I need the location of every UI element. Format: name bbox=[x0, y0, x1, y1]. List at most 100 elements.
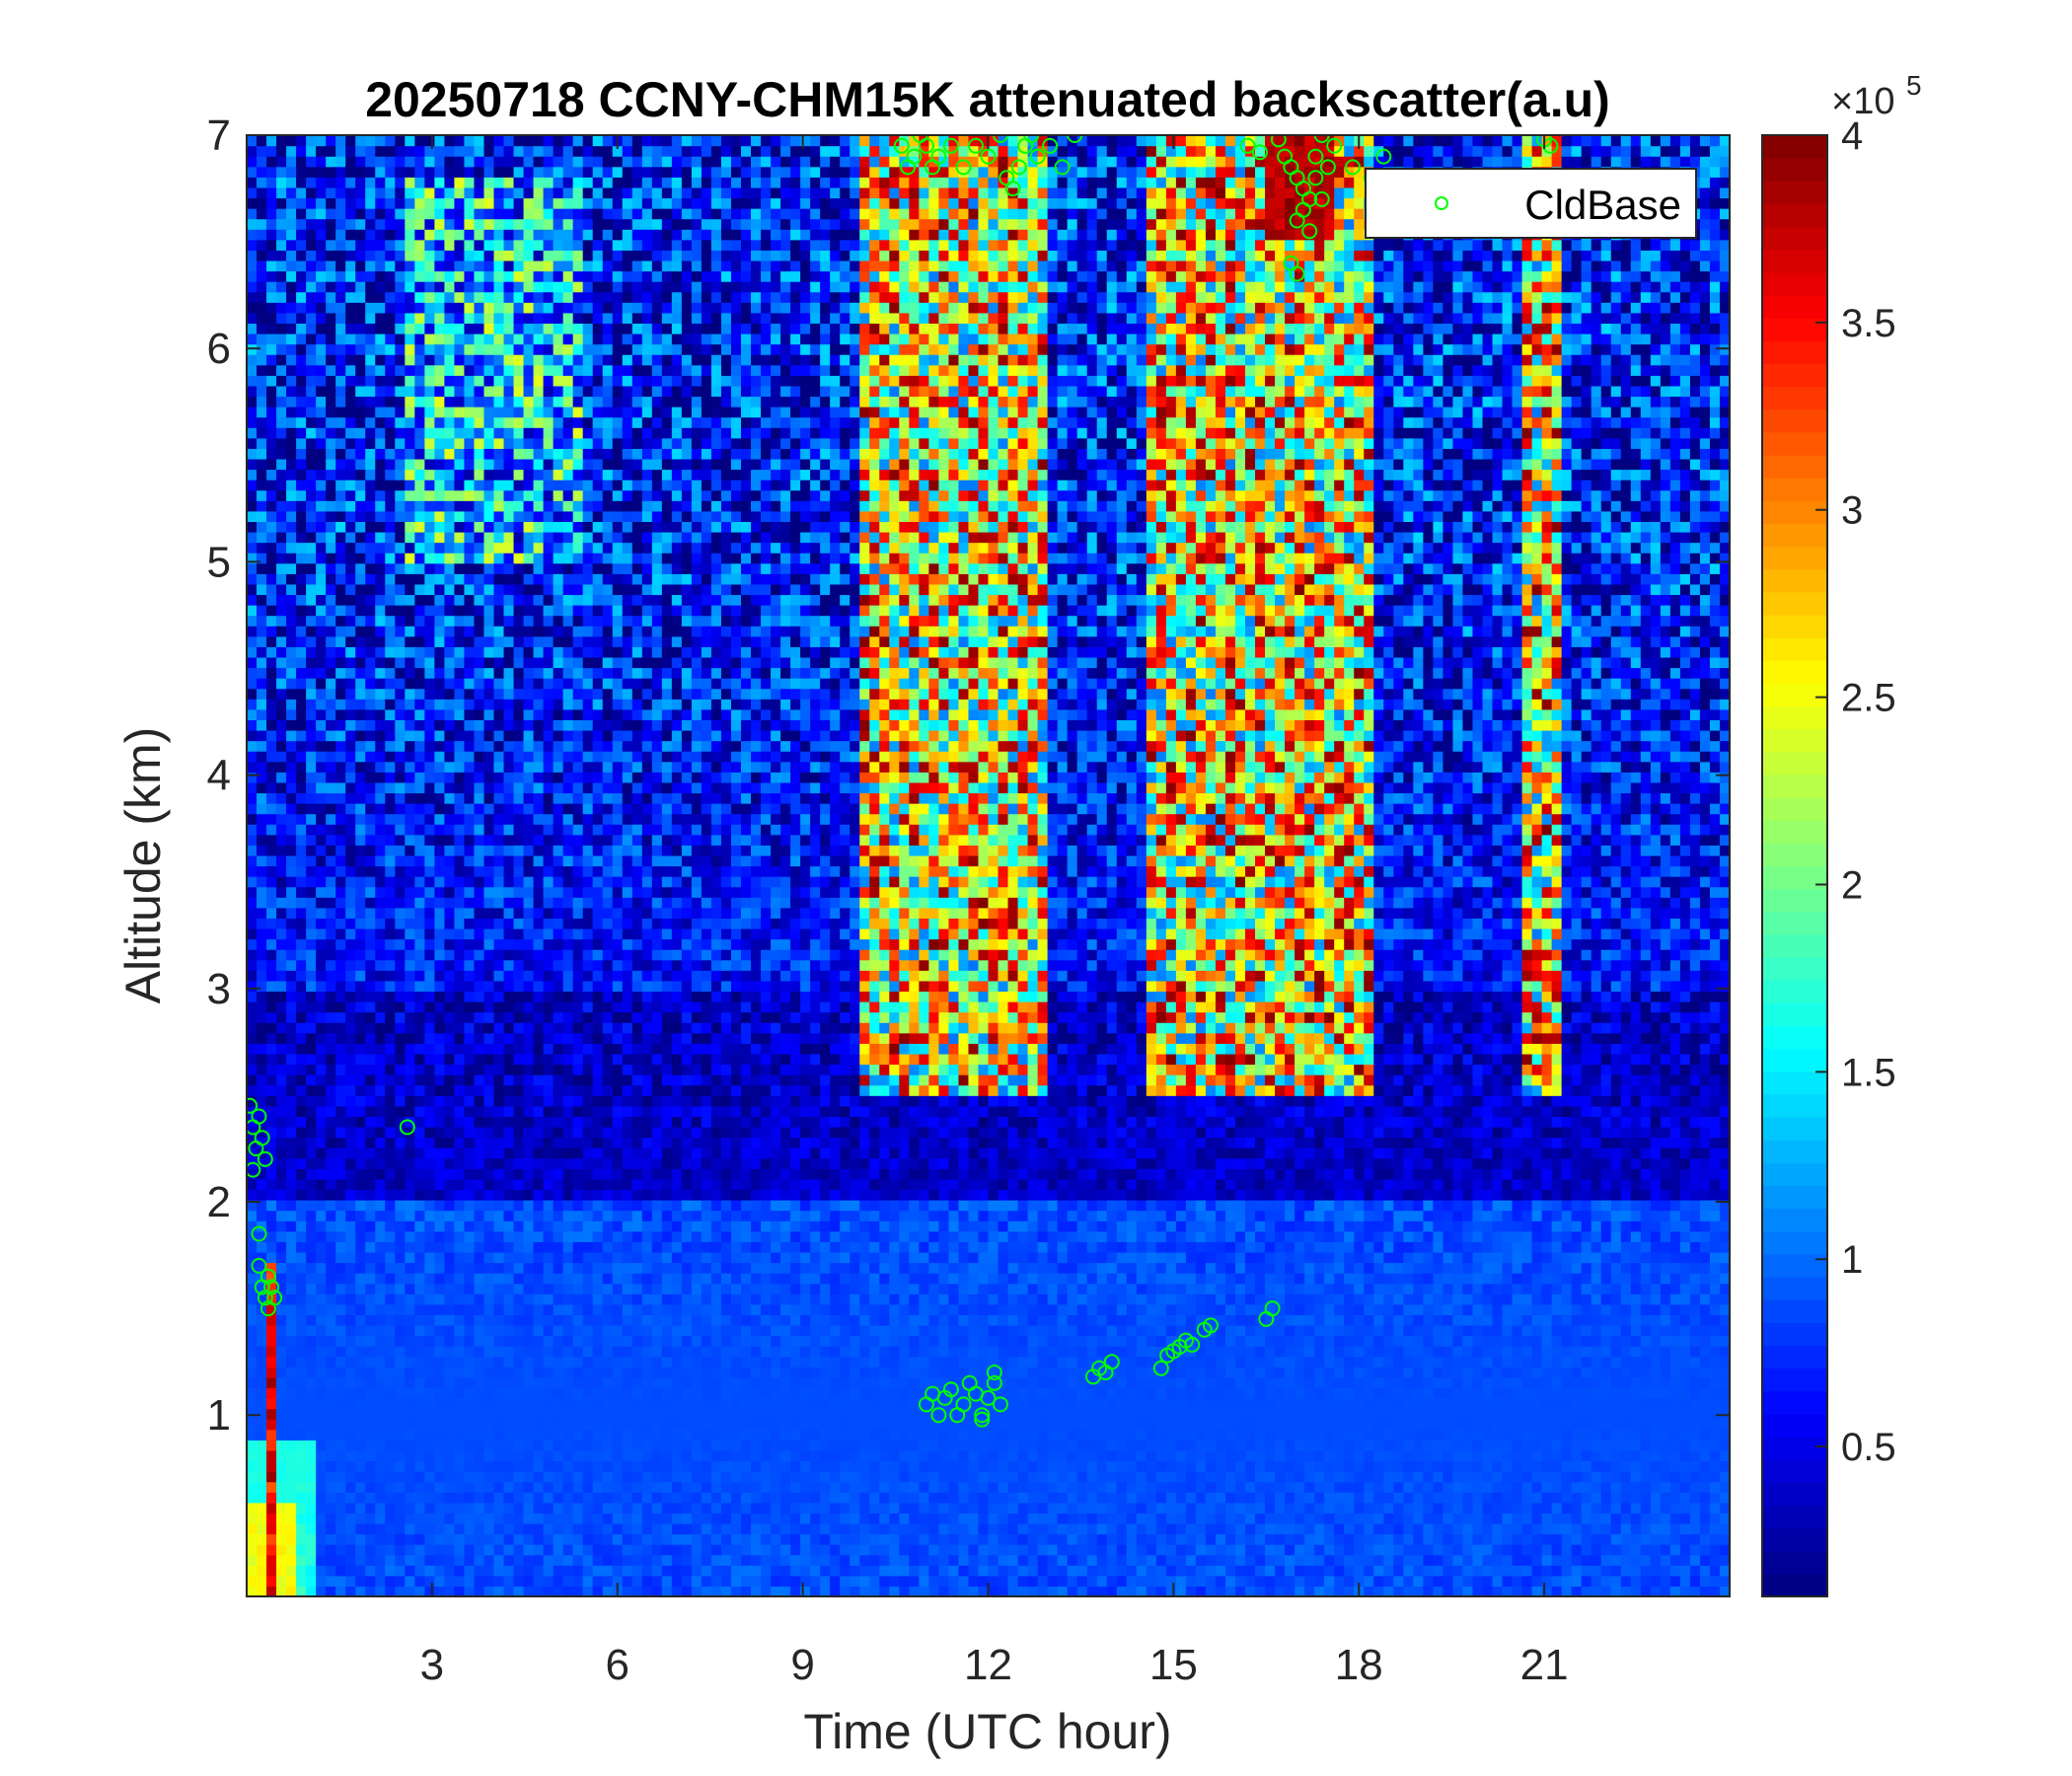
heatmap-cell bbox=[257, 542, 267, 554]
heatmap-cell bbox=[424, 437, 435, 449]
heatmap-cell bbox=[562, 1116, 574, 1128]
heatmap-cell bbox=[483, 1283, 495, 1295]
heatmap-cell bbox=[395, 1575, 406, 1588]
heatmap-cell bbox=[582, 980, 594, 993]
heatmap-cell bbox=[335, 876, 346, 888]
heatmap-cell bbox=[405, 824, 415, 836]
heatmap-cell bbox=[276, 218, 287, 230]
heatmap-cell bbox=[543, 1408, 555, 1420]
heatmap-cell bbox=[345, 1565, 356, 1577]
heatmap-cell bbox=[316, 489, 327, 501]
heatmap-cell bbox=[582, 281, 594, 293]
heatmap-cell bbox=[276, 1367, 287, 1378]
heatmap-cell bbox=[266, 834, 277, 846]
heatmap-cell bbox=[306, 1283, 317, 1295]
heatmap-cell bbox=[266, 1084, 277, 1096]
heatmap-cell bbox=[335, 1294, 346, 1305]
heatmap-cell bbox=[464, 1294, 476, 1305]
heatmap-cell bbox=[365, 1471, 376, 1483]
heatmap-cell bbox=[335, 1440, 346, 1451]
heatmap-cell bbox=[296, 876, 307, 888]
heatmap-cell bbox=[257, 312, 267, 325]
heatmap-cell bbox=[247, 1084, 258, 1096]
heatmap-cell bbox=[503, 1460, 515, 1472]
heatmap-cell bbox=[276, 1586, 287, 1596]
heatmap-cell bbox=[582, 302, 594, 314]
heatmap-cell bbox=[405, 177, 415, 188]
heatmap-cell bbox=[316, 761, 327, 773]
heatmap-cell bbox=[474, 448, 485, 460]
heatmap-cell bbox=[306, 1449, 317, 1462]
heatmap-cell bbox=[335, 781, 346, 794]
heatmap-cell bbox=[474, 719, 485, 731]
heatmap-cell bbox=[483, 1001, 495, 1013]
heatmap-cell bbox=[474, 407, 485, 418]
heatmap-cell bbox=[405, 897, 415, 909]
heatmap-cell bbox=[375, 1251, 386, 1264]
heatmap-cell bbox=[385, 218, 396, 230]
heatmap-cell bbox=[523, 145, 535, 157]
heatmap-cell bbox=[405, 708, 415, 720]
heatmap-cell bbox=[543, 458, 555, 471]
heatmap-cell bbox=[543, 1303, 555, 1315]
heatmap-cell bbox=[562, 583, 574, 596]
heatmap-cell bbox=[503, 1376, 515, 1389]
heatmap-cell bbox=[365, 1429, 376, 1441]
heatmap-cell bbox=[316, 166, 327, 178]
heatmap-cell bbox=[326, 1522, 336, 1535]
heatmap-cell bbox=[543, 521, 555, 533]
heatmap-cell bbox=[533, 865, 545, 877]
heatmap-cell bbox=[503, 573, 515, 585]
heatmap-cell bbox=[474, 803, 485, 815]
heatmap-cell bbox=[533, 1554, 545, 1566]
heatmap-cell bbox=[247, 740, 258, 752]
heatmap-cell bbox=[493, 605, 505, 617]
heatmap-cell bbox=[296, 562, 307, 574]
heatmap-cell bbox=[474, 416, 485, 428]
heatmap-cell bbox=[513, 145, 525, 157]
heatmap-cell bbox=[355, 854, 366, 867]
heatmap-cell bbox=[345, 1200, 356, 1212]
heatmap-cell bbox=[306, 407, 317, 418]
heatmap-cell bbox=[424, 1398, 435, 1410]
heatmap-cell bbox=[483, 1367, 495, 1378]
heatmap-cell bbox=[424, 1522, 435, 1535]
heatmap-cell bbox=[493, 1565, 505, 1577]
heatmap-cell bbox=[375, 1471, 386, 1483]
heatmap-cell bbox=[326, 1346, 336, 1358]
heatmap-cell bbox=[592, 959, 604, 971]
heatmap-cell bbox=[414, 1126, 425, 1139]
heatmap-cell bbox=[365, 385, 376, 398]
heatmap-cell bbox=[395, 949, 406, 961]
heatmap-cell bbox=[316, 385, 327, 398]
heatmap-cell bbox=[553, 510, 564, 523]
heatmap-cell bbox=[355, 1481, 366, 1493]
heatmap-cell bbox=[543, 1001, 555, 1013]
heatmap-cell bbox=[572, 1471, 584, 1483]
heatmap-cell bbox=[582, 708, 594, 720]
heatmap-cell bbox=[385, 719, 396, 731]
heatmap-cell bbox=[562, 772, 574, 783]
heatmap-cell bbox=[464, 635, 476, 647]
heatmap-cell bbox=[306, 583, 317, 596]
heatmap-cell bbox=[335, 949, 346, 961]
heatmap-cell bbox=[326, 469, 336, 481]
heatmap-cell bbox=[306, 803, 317, 815]
heatmap-cell bbox=[582, 1210, 594, 1221]
heatmap-cell bbox=[523, 407, 535, 418]
heatmap-cell bbox=[533, 1095, 545, 1107]
heatmap-cell bbox=[316, 635, 327, 647]
heatmap-cell bbox=[523, 792, 535, 804]
heatmap-cell bbox=[533, 500, 545, 512]
heatmap-cell bbox=[543, 781, 555, 794]
heatmap-cell bbox=[503, 396, 515, 407]
heatmap-cell bbox=[483, 312, 495, 325]
heatmap-cell bbox=[434, 1283, 445, 1295]
heatmap-cell bbox=[592, 605, 604, 617]
heatmap-cell bbox=[493, 218, 505, 230]
heatmap-cell bbox=[414, 1221, 425, 1232]
heatmap-cell bbox=[247, 197, 258, 209]
heatmap-cell bbox=[286, 1053, 297, 1066]
heatmap-cell bbox=[306, 229, 317, 241]
heatmap-cell bbox=[355, 1492, 366, 1504]
